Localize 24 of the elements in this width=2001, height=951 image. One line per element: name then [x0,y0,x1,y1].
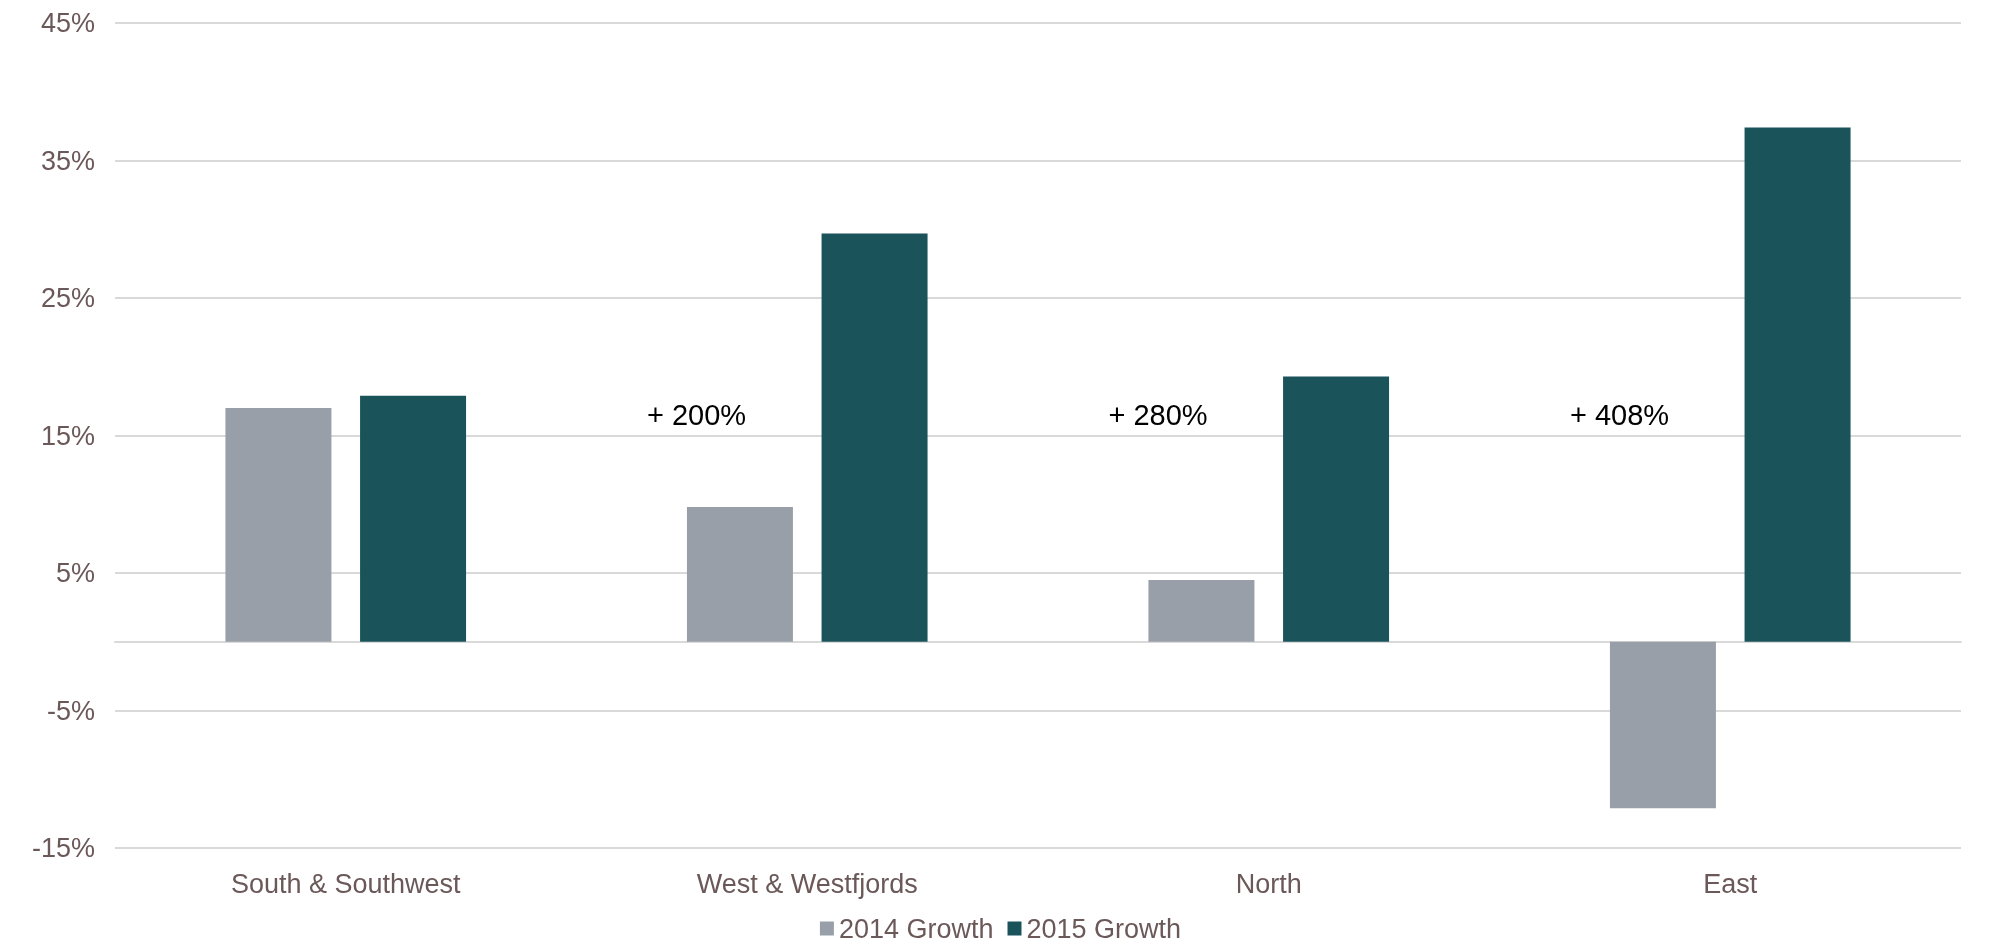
bar [360,395,467,642]
x-tick-label: South & Southwest [230,868,462,899]
y-tick-label: 5% [55,558,95,588]
annotation: + 408% [1569,398,1670,431]
annotation: + 200% [646,398,747,431]
y-tick-label: 45% [40,8,95,38]
annotation: + 280% [1108,398,1208,431]
y-tick-label: -5% [46,695,95,726]
bar [821,233,928,642]
bar [225,408,332,642]
bar [1148,579,1255,642]
x-tick-label: North [1235,868,1302,899]
y-tick-label: 35% [40,145,95,176]
legend-label: 2015 Growth [1026,913,1182,944]
bar [1609,641,1716,809]
bar [1283,376,1390,642]
y-tick-label: -15% [31,833,95,863]
x-tick-label: East [1703,868,1758,899]
y-tick-label: 15% [40,420,95,451]
bar [1744,127,1851,642]
x-tick-label: West & Westfjords [696,868,918,899]
bar [686,507,793,642]
y-tick-label: 25% [40,283,95,313]
legend-label: 2014 Growth [838,913,994,944]
